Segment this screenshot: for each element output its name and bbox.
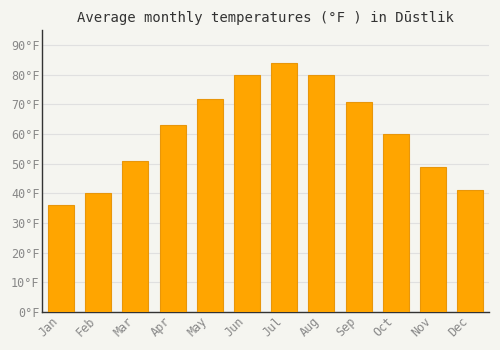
Title: Average monthly temperatures (°F ) in Dūstlik: Average monthly temperatures (°F ) in Dū… bbox=[77, 11, 454, 25]
Bar bbox=[48, 205, 74, 312]
Bar bbox=[383, 134, 409, 312]
Bar bbox=[346, 102, 372, 312]
Bar bbox=[420, 167, 446, 312]
Bar bbox=[122, 161, 148, 312]
Bar bbox=[308, 75, 334, 312]
Bar bbox=[271, 63, 297, 312]
Bar bbox=[197, 99, 223, 312]
Bar bbox=[234, 75, 260, 312]
Bar bbox=[458, 190, 483, 312]
Bar bbox=[85, 193, 111, 312]
Bar bbox=[160, 125, 186, 312]
